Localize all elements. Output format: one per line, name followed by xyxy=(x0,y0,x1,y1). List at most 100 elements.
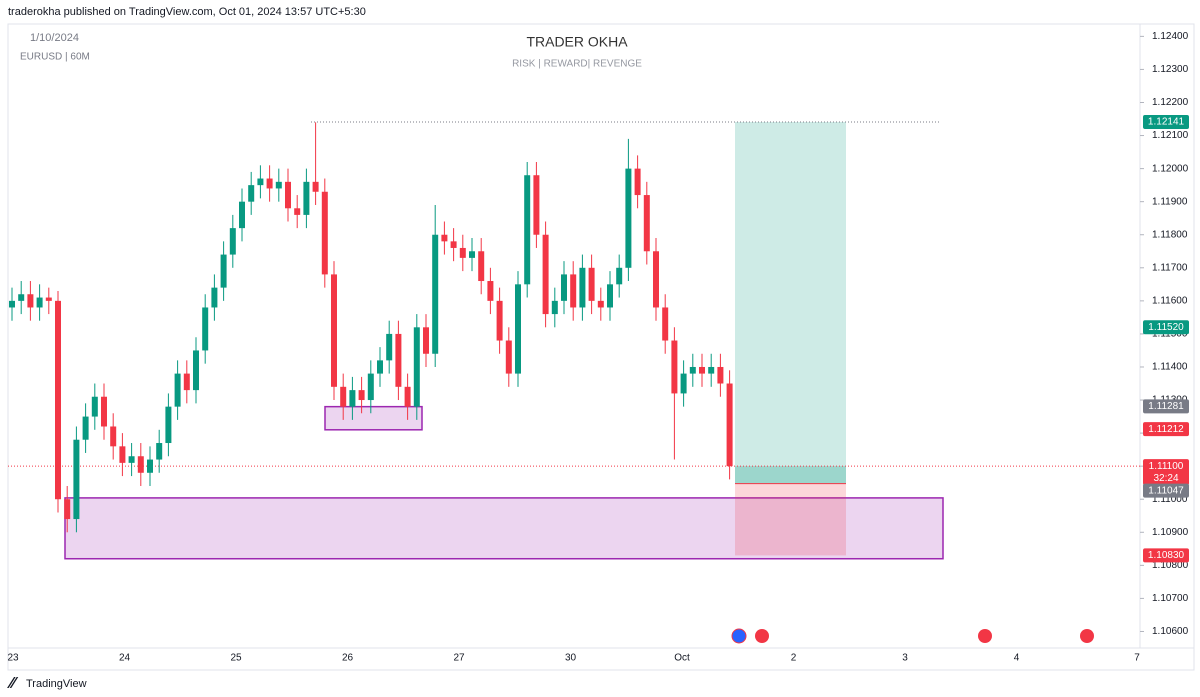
candle-body xyxy=(413,327,420,407)
candle-body xyxy=(73,439,80,520)
candle-body xyxy=(340,386,347,407)
y-tick-label: 1.11800 xyxy=(1152,229,1188,240)
price-label: 1.11100 xyxy=(1149,461,1184,472)
candle-body xyxy=(229,228,236,255)
candle-body xyxy=(18,294,25,301)
candle-body xyxy=(515,284,521,374)
x-tick-label: 24 xyxy=(119,653,131,664)
progress-zone xyxy=(735,466,846,484)
logo-mark: ⁄⁄ xyxy=(7,675,19,692)
y-tick-label: 1.10600 xyxy=(1152,626,1189,637)
candle-body xyxy=(45,297,52,301)
candle-body xyxy=(597,300,604,308)
candle-body xyxy=(9,300,15,308)
price-label-bg xyxy=(1143,114,1189,129)
candle-body xyxy=(432,234,439,354)
candle-body xyxy=(395,333,402,387)
x-tick-label: 26 xyxy=(342,653,354,664)
chart-date: 1/10/2024 xyxy=(30,32,79,44)
candle-body xyxy=(662,307,669,341)
stop-zone xyxy=(735,483,846,556)
price-label-bg xyxy=(1143,399,1189,414)
price-label: 1.12141 xyxy=(1148,117,1185,128)
price-label-bg xyxy=(1143,459,1189,486)
candle-body xyxy=(101,396,107,427)
candle-body xyxy=(119,446,126,463)
x-tick-label: 3 xyxy=(902,653,908,664)
candle-body xyxy=(423,327,429,354)
candle-body xyxy=(717,366,724,384)
candle-body xyxy=(487,281,494,301)
x-tick-label: 23 xyxy=(7,653,19,664)
candle-body xyxy=(561,274,567,301)
candle-body xyxy=(386,333,393,361)
y-tick-label: 1.12400 xyxy=(1152,31,1189,42)
y-tick-label: 1.11700 xyxy=(1152,262,1188,273)
candle-body xyxy=(82,416,89,440)
candle-body xyxy=(699,366,705,374)
price-label-bg xyxy=(1143,422,1189,437)
candle-body xyxy=(505,340,512,374)
candle-body xyxy=(588,267,595,301)
zone xyxy=(324,405,423,431)
y-tick-label: 1.12200 xyxy=(1152,97,1189,108)
candle-body xyxy=(128,456,135,463)
candle-body xyxy=(303,181,310,215)
candle-body xyxy=(551,300,558,315)
candle-body xyxy=(643,195,650,252)
candle-body xyxy=(367,373,374,401)
candle-body xyxy=(239,201,245,229)
candle-body xyxy=(110,426,117,447)
candle-body xyxy=(55,300,61,500)
x-tick-label: 27 xyxy=(453,653,465,664)
candle-body xyxy=(294,208,301,215)
candle-body xyxy=(248,185,255,202)
candle-body xyxy=(165,406,172,444)
candle-body xyxy=(64,499,71,520)
symbol: EURUSD | 60M xyxy=(20,52,90,63)
price-label-bg xyxy=(1143,548,1189,563)
price-label-bg xyxy=(1143,483,1189,498)
countdown: 32:24 xyxy=(1153,473,1178,484)
candle-body xyxy=(726,383,733,467)
candle-body xyxy=(193,350,199,391)
candle-body xyxy=(680,373,687,394)
price-label-bg xyxy=(1143,320,1189,335)
candle-body xyxy=(156,443,163,460)
candle-body xyxy=(91,396,98,417)
candle-body xyxy=(496,300,503,341)
chart-frame xyxy=(7,23,1195,671)
x-tick-label: 4 xyxy=(1014,653,1020,664)
candle-body xyxy=(459,247,466,258)
x-tick-label: 25 xyxy=(230,653,242,664)
candle-body xyxy=(27,294,34,308)
price-label: 1.11212 xyxy=(1148,424,1184,435)
candle-body xyxy=(174,373,181,407)
event-icon xyxy=(1080,629,1094,643)
candle-body xyxy=(570,274,577,308)
candle-body xyxy=(634,168,641,196)
y-tick-label: 1.10700 xyxy=(1152,593,1189,604)
candle-body xyxy=(524,175,531,285)
candle-body xyxy=(689,366,696,374)
x-tick-label: 30 xyxy=(565,653,577,664)
candle-body xyxy=(625,168,632,268)
event-icon xyxy=(731,628,747,644)
candle-body xyxy=(708,366,715,374)
candle-body xyxy=(377,360,383,374)
x-tick-label: 7 xyxy=(1134,653,1140,664)
y-tick-label: 1.11400 xyxy=(1152,362,1188,373)
price-label: 1.11520 xyxy=(1148,322,1184,333)
price-label: 1.11281 xyxy=(1148,401,1184,412)
candle-body xyxy=(478,251,485,282)
footer: TradingView xyxy=(26,678,87,690)
candle-body xyxy=(211,287,218,308)
candle-body xyxy=(147,459,153,473)
y-tick-label: 1.12300 xyxy=(1152,64,1189,75)
chart-subtitle: RISK | REWARD| REVENGE xyxy=(512,59,642,70)
y-tick-label: 1.10800 xyxy=(1152,560,1189,571)
candle-body xyxy=(441,234,448,242)
candle-body xyxy=(579,267,586,308)
candle-body xyxy=(321,191,328,275)
